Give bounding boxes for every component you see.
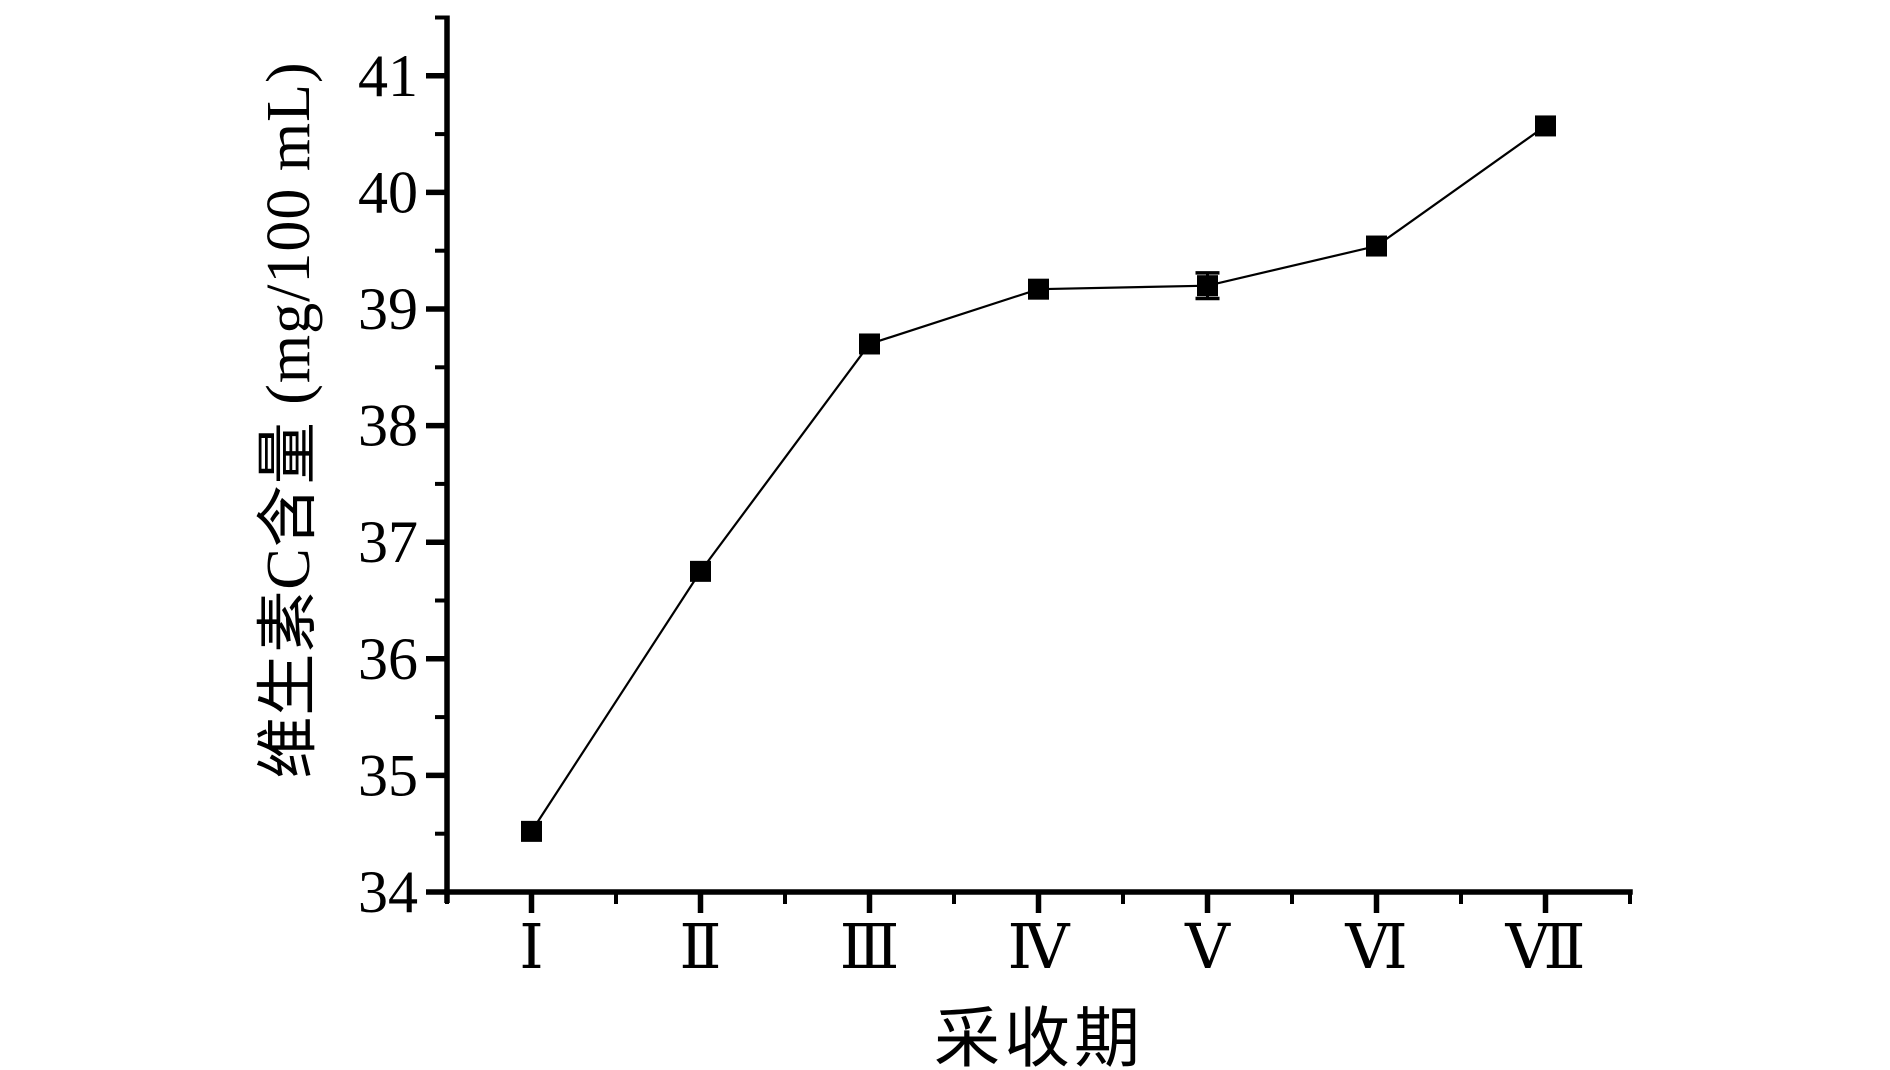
data-point-marker (859, 333, 880, 355)
x-tick-label: Ⅶ (1504, 910, 1585, 983)
x-tick-label: Ⅲ (840, 910, 900, 983)
y-tick-label: 38 (358, 393, 418, 459)
y-tick-label: 37 (358, 509, 418, 575)
x-tick-label: Ⅱ (679, 910, 721, 983)
y-tick-label: 36 (358, 626, 418, 692)
x-axis-title: 采收期 (934, 1003, 1144, 1070)
x-tick-label: Ⅴ (1184, 910, 1231, 983)
series-line (530, 125, 1547, 832)
data-point-marker (690, 560, 711, 582)
y-tick-label: 34 (358, 859, 418, 925)
y-tick-label: 41 (358, 43, 418, 109)
y-tick-label: 40 (358, 159, 418, 225)
y-tick-label: 35 (358, 742, 418, 808)
x-tick-label: Ⅳ (1008, 910, 1071, 983)
y-axis-title: 维生素C含量 (mg/100 mL) (255, 61, 323, 779)
data-point-marker (1366, 235, 1387, 257)
data-point-marker (1535, 115, 1556, 137)
x-tick-label: Ⅵ (1344, 910, 1407, 983)
data-point-marker (521, 820, 542, 842)
data-point-marker (1028, 278, 1049, 300)
data-point-marker (1197, 275, 1218, 297)
y-tick-label: 39 (358, 276, 418, 342)
x-tick-label: Ⅰ (519, 910, 544, 983)
